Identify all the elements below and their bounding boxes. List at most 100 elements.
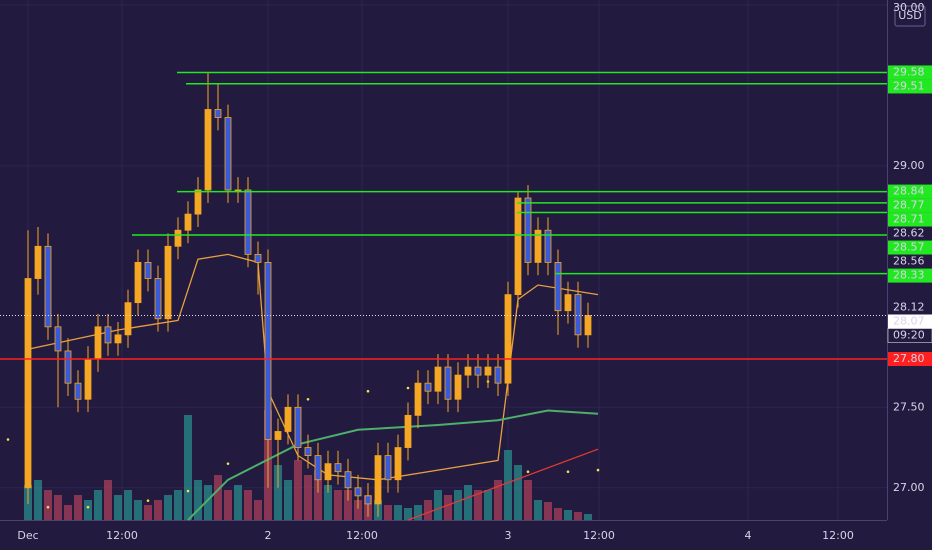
- overlay-dot: [6, 438, 10, 441]
- price-label: 28.12: [893, 300, 925, 313]
- volume-bar: [64, 505, 72, 520]
- volume-bar: [214, 475, 222, 520]
- price-label: 27.00: [893, 481, 925, 494]
- volume-bar: [154, 500, 162, 520]
- volume-bar: [344, 490, 352, 520]
- candle-body: [564, 294, 572, 312]
- candle-body: [214, 109, 222, 118]
- price-label: 28.84: [893, 185, 925, 198]
- volume-bar: [524, 480, 532, 520]
- volume-bar: [574, 512, 582, 520]
- volume-bar: [44, 490, 52, 520]
- volume-bar: [304, 475, 312, 520]
- price-label-box: [888, 352, 932, 367]
- candle-body: [484, 366, 492, 376]
- volume-bar: [284, 480, 292, 520]
- price-label-box: [888, 240, 932, 255]
- candle-body: [114, 334, 122, 344]
- overlay-line: [407, 448, 599, 521]
- overlay-dot: [186, 489, 190, 493]
- candle-body: [44, 245, 52, 328]
- volume-bar: [274, 465, 282, 520]
- x-tick-label: 12:00: [822, 529, 854, 542]
- volume-bar: [444, 495, 452, 520]
- candle-body: [504, 294, 512, 384]
- candle-body: [134, 262, 142, 304]
- candle-body: [354, 487, 362, 497]
- candle-body: [274, 431, 282, 440]
- x-tick-label: 4: [745, 529, 752, 542]
- volume-bar: [224, 490, 232, 520]
- volume-bar: [544, 502, 552, 520]
- price-label: 28.71: [893, 213, 925, 226]
- overlay-dot: [46, 505, 50, 509]
- volume-bar: [104, 480, 112, 520]
- overlay-dot: [406, 386, 410, 390]
- candle-body: [264, 262, 272, 440]
- x-tick-label: 12:00: [346, 529, 378, 542]
- candle-body: [424, 382, 432, 392]
- candle-body: [244, 189, 252, 255]
- candle-body: [434, 366, 442, 392]
- volume-bar: [204, 485, 212, 520]
- price-label: 28.57: [893, 241, 925, 254]
- candle-body: [464, 366, 472, 376]
- price-label: 28.56: [893, 255, 925, 268]
- volume-bar: [434, 490, 442, 520]
- volume-bar: [414, 505, 422, 520]
- volume-bar: [294, 460, 302, 520]
- volume-bar: [194, 480, 202, 520]
- price-label: 29.00: [893, 159, 925, 172]
- volume-bar: [394, 505, 402, 520]
- price-label-box: [888, 268, 932, 283]
- x-tick-label: 2: [265, 529, 272, 542]
- candle-body: [364, 495, 372, 505]
- volume-bar: [564, 510, 572, 520]
- volume-bar: [314, 470, 322, 520]
- candle-body: [234, 189, 242, 192]
- volume-bar: [94, 490, 102, 520]
- candle-body: [334, 463, 342, 473]
- volume-bar: [474, 490, 482, 520]
- volume-bar: [124, 490, 132, 520]
- volume-bar: [514, 465, 522, 520]
- overlay-dot: [86, 505, 90, 509]
- overlay-dot: [366, 389, 370, 393]
- candle-body: [164, 245, 172, 320]
- volume-bar: [144, 505, 152, 520]
- candle-body: [284, 406, 292, 432]
- candle-body: [534, 229, 542, 263]
- overlay-dot: [306, 397, 310, 401]
- candle-body: [404, 414, 412, 448]
- candle-body: [64, 350, 72, 384]
- candle-body: [514, 197, 522, 296]
- candle-body: [144, 262, 152, 279]
- candle-body: [254, 253, 262, 263]
- candle-body: [84, 358, 92, 400]
- x-tick-label: 12:00: [106, 529, 138, 542]
- candle-body: [574, 294, 582, 336]
- volume-bar: [494, 480, 502, 520]
- price-label: 30.00: [893, 1, 925, 14]
- overlay-dot: [526, 470, 530, 474]
- price-label: 27.50: [893, 400, 925, 413]
- candle-body: [554, 262, 562, 312]
- price-label-box: [888, 184, 932, 199]
- price-label: 28.33: [893, 269, 925, 282]
- candle-body: [74, 382, 82, 400]
- price-label-box: [888, 65, 932, 80]
- overlay-dot: [146, 499, 150, 502]
- volume-bar: [34, 480, 42, 520]
- volume-bar: [464, 485, 472, 520]
- volume-bar: [184, 415, 192, 520]
- candle-body: [314, 455, 322, 481]
- price-label: 29.51: [893, 79, 925, 92]
- price-label: 27.80: [893, 352, 925, 365]
- volume-bar: [534, 500, 542, 520]
- price-label-box: [888, 212, 932, 227]
- candle-body: [224, 117, 232, 191]
- volume-bar: [254, 500, 262, 520]
- candle-body: [184, 213, 192, 231]
- candle-body: [204, 109, 212, 191]
- volume-bar: [174, 490, 182, 520]
